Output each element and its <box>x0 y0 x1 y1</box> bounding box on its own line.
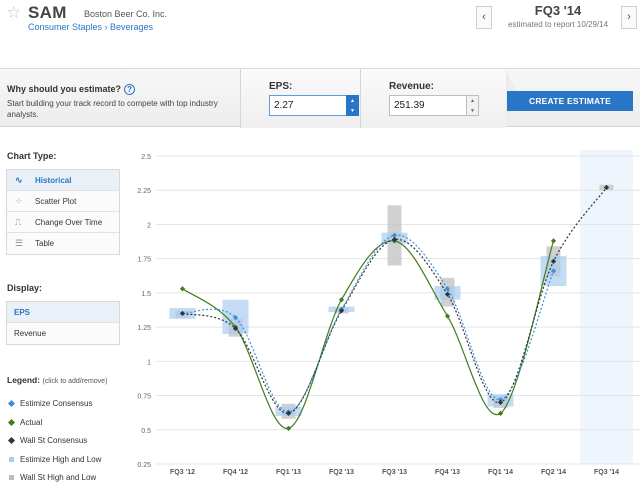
x-tick-label: FQ2 '14 <box>541 469 566 476</box>
wallst-consensus-point <box>603 184 610 191</box>
actual-point <box>285 425 292 432</box>
chart-type-change-over-time[interactable]: ⎍ Change Over Time <box>7 212 119 233</box>
wallst-consensus-point <box>338 308 345 314</box>
chart-type-label-text: Scatter Plot <box>35 197 77 206</box>
x-tick-label: FQ2 '13 <box>329 469 354 476</box>
x-tick-label: FQ3 '14 <box>594 469 619 476</box>
legend-hint: (click to add/remove) <box>42 378 108 385</box>
legend-estimize-high-low[interactable]: Estimize High and Low <box>9 455 101 464</box>
actual-point <box>444 313 451 319</box>
eps-stepper[interactable]: ▲ ▼ <box>346 95 359 116</box>
display-eps[interactable]: EPS <box>7 302 119 323</box>
why-estimate-text: Why should you estimate? <box>7 84 122 94</box>
x-tick-label: FQ3 '12 <box>170 469 195 476</box>
chart-type-label-text: Table <box>35 239 55 248</box>
y-tick-label: 0.5 <box>141 428 151 435</box>
wave-icon: ∿ <box>15 175 23 185</box>
ticker-symbol: SAM <box>28 3 67 22</box>
eps-section: EPS: 2.27 ▲ ▼ <box>240 69 390 128</box>
breadcrumb[interactable]: Consumer Staples › Beverages <box>28 22 154 32</box>
revenue-section: Revenue: 251.39 ▲ ▼ <box>360 69 518 128</box>
legend-text: Estimize High and Low <box>20 455 102 464</box>
estimate-bar: Why should you estimate?? Start building… <box>0 68 640 128</box>
x-tick-label: FQ3 '13 <box>382 469 407 476</box>
page-header: ☆ SAM Boston Beer Co. Inc. Consumer Stap… <box>0 0 640 68</box>
wallst-consensus-point <box>391 236 398 243</box>
table-icon: ☰ <box>15 238 24 248</box>
legend-text: Wall St High and Low <box>20 473 97 482</box>
legend-title: Legend: (click to add/remove) <box>7 375 107 385</box>
y-tick-label: 0.25 <box>137 462 151 469</box>
legend-actual[interactable]: Actual <box>7 418 43 427</box>
y-tick-label: 1.25 <box>137 325 151 332</box>
diamond-icon <box>7 400 16 408</box>
legend-text: Estimize Consensus <box>20 399 93 408</box>
diamond-icon <box>7 437 16 445</box>
actual-point <box>338 297 345 303</box>
help-icon[interactable]: ? <box>124 84 136 95</box>
chart-type-menu: ∿ Historical ⁘ Scatter Plot ⎍ Change Over T… <box>6 169 120 255</box>
create-estimate-button[interactable]: CREATE ESTIMATE <box>507 91 633 111</box>
star-icon[interactable]: ☆ <box>6 3 22 22</box>
y-tick-label: 1 <box>147 359 151 366</box>
chart-type-label: Chart Type: <box>7 151 57 161</box>
chart-type-scatter-plot[interactable]: ⁘ Scatter Plot <box>7 191 119 212</box>
square-icon <box>9 475 14 481</box>
estimize-consensus-point <box>497 397 504 403</box>
display-revenue[interactable]: Revenue <box>14 329 47 338</box>
legend-text: Wall St Consensus <box>20 436 88 445</box>
chart-type-label-text: Change Over Time <box>35 218 103 227</box>
estimize-consensus-point <box>391 232 398 238</box>
x-tick-label: FQ4 '13 <box>435 469 460 476</box>
y-tick-label: 1.5 <box>141 291 151 298</box>
square-icon <box>9 457 14 463</box>
display-label: Display: <box>7 283 43 293</box>
chart-type-label-text: Historical <box>35 176 72 185</box>
legend-wallst-consensus[interactable]: Wall St Consensus <box>7 436 88 445</box>
report-date: estimated to report 10/29/14 <box>507 20 609 29</box>
chevron-left-icon: ‹ <box>482 11 486 23</box>
display-menu: EPS Revenue <box>6 301 120 345</box>
revenue-stepper[interactable]: ▲ ▼ <box>466 95 479 116</box>
chevron-right-icon: › <box>627 11 631 23</box>
x-tick-label: FQ1 '14 <box>488 469 513 476</box>
chart-type-table[interactable]: ☰ Table <box>7 233 119 254</box>
actual-point <box>550 238 557 244</box>
revenue-input[interactable]: 251.39 <box>389 95 467 116</box>
estimize-consensus-point <box>444 286 451 292</box>
next-quarter-button[interactable]: › <box>621 6 637 29</box>
y-tick-label: 0.75 <box>137 394 151 401</box>
step-icon: ⎍ <box>15 217 22 227</box>
revenue-label: Revenue: <box>389 81 435 92</box>
why-estimate-title: Why should you estimate?? <box>7 84 136 95</box>
actual-point <box>179 286 186 292</box>
prev-quarter-button[interactable]: ‹ <box>476 6 492 29</box>
legend-wallst-high-low[interactable]: Wall St High and Low <box>9 473 96 482</box>
scatter-icon: ⁘ <box>15 196 23 206</box>
x-tick-label: FQ1 '13 <box>276 469 301 476</box>
eps-history-chart: 0.25 0.5 0.75 1 1.25 1.5 1.75 2 2.25 2.5 FQ3 '12 FQ… <box>137 150 640 476</box>
y-tick-label: 2.25 <box>137 188 151 195</box>
wallst-consensus-point <box>285 410 292 416</box>
legend-text: Actual <box>20 418 43 427</box>
company-name: Boston Beer Co. Inc. <box>84 9 168 19</box>
eps-label: EPS: <box>269 81 293 92</box>
chart-type-historical[interactable]: ∿ Historical <box>7 170 119 191</box>
y-tick-label: 2 <box>147 222 151 229</box>
future-quarter-shade <box>580 150 633 464</box>
y-tick-label: 1.75 <box>137 257 151 264</box>
why-estimate-description: Start building your track record to comp… <box>7 99 218 119</box>
diamond-icon <box>7 419 16 427</box>
quarter-title: FQ3 '14 <box>534 3 582 18</box>
actual-point <box>497 410 504 416</box>
y-tick-label: 2.5 <box>141 154 151 161</box>
legend-label: Legend: <box>7 375 41 385</box>
legend-estimize-consensus[interactable]: Estimize Consensus <box>7 399 93 408</box>
wallst-consensus-point <box>497 399 504 405</box>
x-tick-label: FQ4 '12 <box>223 469 248 476</box>
eps-input[interactable]: 2.27 <box>269 95 347 116</box>
